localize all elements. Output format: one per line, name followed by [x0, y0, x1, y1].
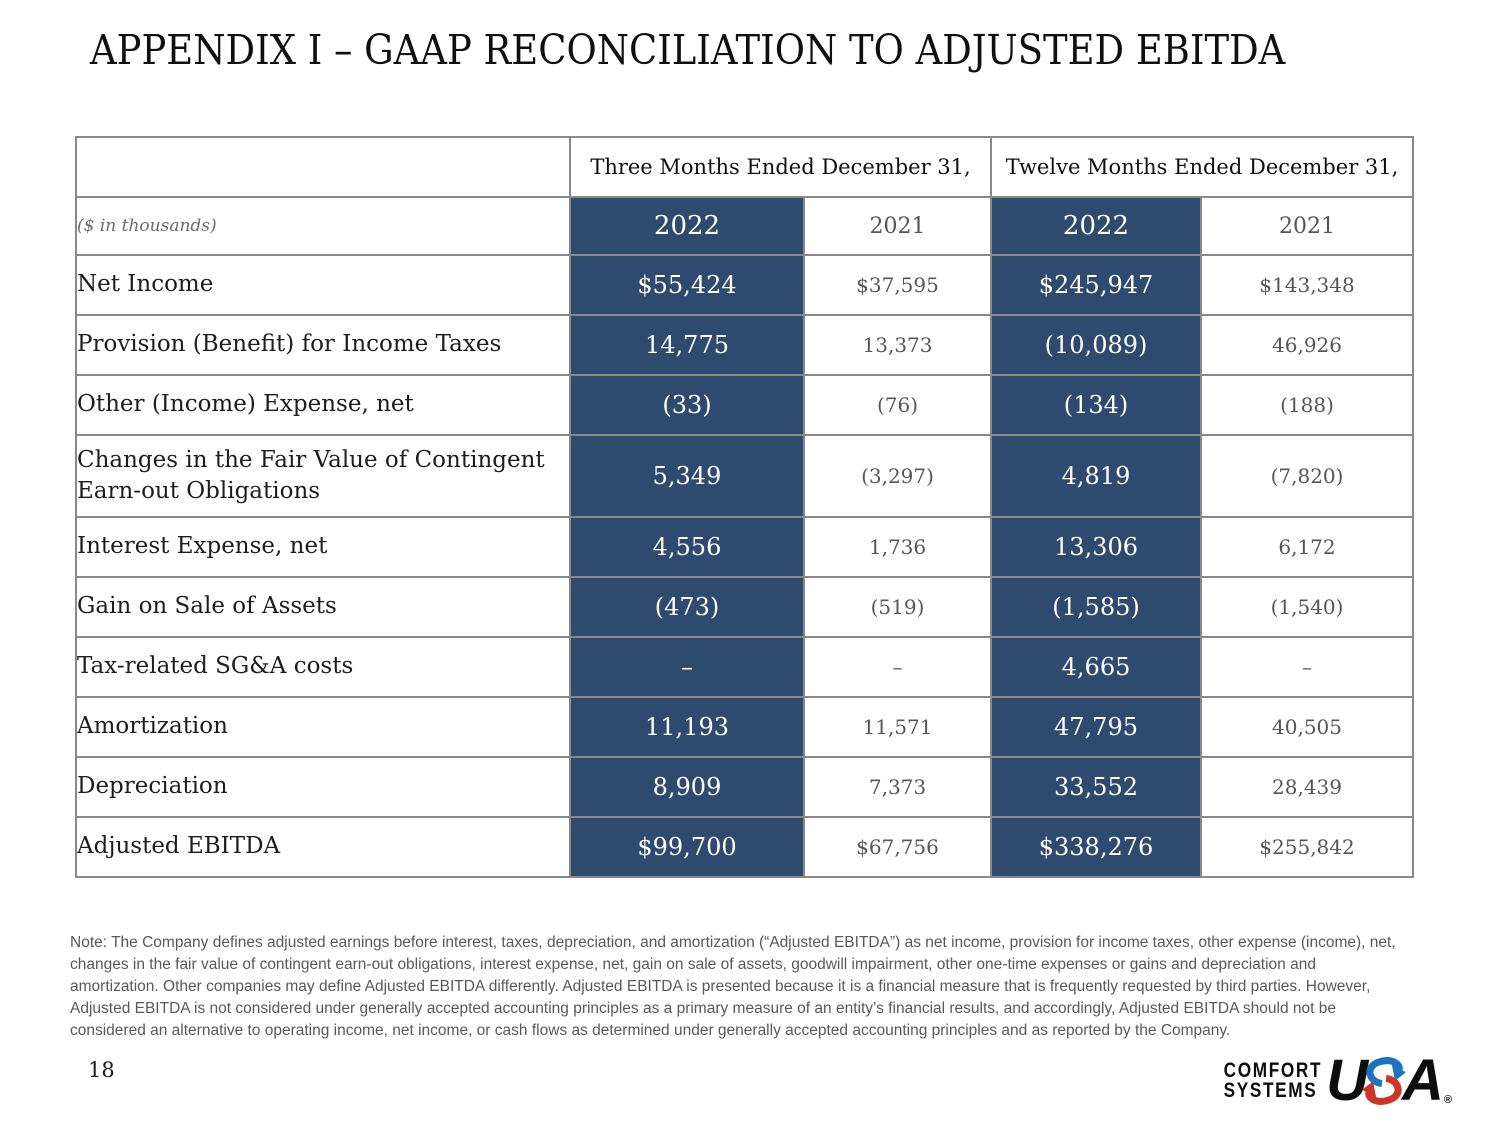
group-header-three-months: Three Months Ended December 31,	[568, 136, 993, 198]
value-cell: (33)	[569, 374, 805, 436]
value-cell: 33,552	[990, 756, 1203, 818]
row-label: Tax-related SG&A costs	[75, 636, 571, 698]
row-label: Changes in the Fair Value of Contingent …	[75, 434, 571, 518]
page-title: APPENDIX I – GAAP RECONCILIATION TO ADJU…	[90, 26, 1286, 74]
page-number: 18	[88, 1058, 115, 1082]
value-cell: 5,349	[569, 434, 805, 518]
value-cell: –	[569, 636, 805, 698]
table-row-gain-on-sale: Gain on Sale of Assets (473) (519) (1,58…	[75, 576, 1415, 638]
empty-corner-cell	[75, 136, 571, 198]
value-cell: –	[1200, 636, 1415, 698]
value-cell: (3,297)	[802, 434, 993, 518]
table-row-tax-sga-costs: Tax-related SG&A costs – – 4,665 –	[75, 636, 1415, 698]
value-cell: $37,595	[802, 254, 993, 316]
gaap-reconciliation-table: Three Months Ended December 31, Twelve M…	[75, 136, 1415, 878]
footnote: Note: The Company defines adjusted earni…	[70, 934, 1396, 1039]
value-cell: 7,373	[802, 756, 993, 818]
row-label: Interest Expense, net	[75, 516, 571, 578]
value-cell: (10,089)	[990, 314, 1203, 376]
value-cell: 6,172	[1200, 516, 1415, 578]
value-cell: 8,909	[569, 756, 805, 818]
logo-usa-a: A	[1402, 1048, 1444, 1113]
row-label: Gain on Sale of Assets	[75, 576, 571, 638]
value-cell: 40,505	[1200, 696, 1415, 758]
value-cell: 13,373	[802, 314, 993, 376]
value-cell: (7,820)	[1200, 434, 1415, 518]
year-header-2022-fy: 2022	[990, 196, 1203, 256]
table-row-other-income-expense: Other (Income) Expense, net (33) (76) (1…	[75, 374, 1415, 436]
value-cell: 14,775	[569, 314, 805, 376]
value-cell: (473)	[569, 576, 805, 638]
registered-trademark-icon: ®	[1443, 1094, 1452, 1106]
value-cell: 28,439	[1200, 756, 1415, 818]
value-cell: (188)	[1200, 374, 1415, 436]
value-cell: –	[802, 636, 993, 698]
comfort-systems-usa-logo: COMFORT SYSTEMS U A ®	[1202, 1048, 1452, 1113]
row-label: Depreciation	[75, 756, 571, 818]
value-cell: $143,348	[1200, 254, 1415, 316]
logo-usa: U A ®	[1326, 1048, 1452, 1113]
row-label: Amortization	[75, 696, 571, 758]
row-label: Other (Income) Expense, net	[75, 374, 571, 436]
table-row-depreciation: Depreciation 8,909 7,373 33,552 28,439	[75, 756, 1415, 818]
value-cell: (519)	[802, 576, 993, 638]
table-row-adjusted-ebitda: Adjusted EBITDA $99,700 $67,756 $338,276…	[75, 816, 1415, 878]
value-cell: (134)	[990, 374, 1203, 436]
logo-word-comfort: COMFORT	[1223, 1059, 1323, 1083]
value-cell: 4,556	[569, 516, 805, 578]
logo-wordmark: COMFORT SYSTEMS	[1223, 1059, 1323, 1102]
value-cell: $245,947	[990, 254, 1203, 316]
value-cell: 4,665	[990, 636, 1203, 698]
table-group-header-row: Three Months Ended December 31, Twelve M…	[75, 136, 1415, 198]
value-cell: $255,842	[1200, 816, 1415, 878]
value-cell: (1,585)	[990, 576, 1203, 638]
value-cell: $99,700	[569, 816, 805, 878]
value-cell: 4,819	[990, 434, 1203, 518]
value-cell: (76)	[802, 374, 993, 436]
row-label: Adjusted EBITDA	[75, 816, 571, 878]
group-header-twelve-months: Twelve Months Ended December 31,	[990, 136, 1415, 198]
value-cell: (1,540)	[1200, 576, 1415, 638]
value-cell: 46,926	[1200, 314, 1415, 376]
row-label: Provision (Benefit) for Income Taxes	[75, 314, 571, 376]
table-row-net-income: Net Income $55,424 $37,595 $245,947 $143…	[75, 254, 1415, 316]
table-year-header-row: ($ in thousands) 2022 2021 2022 2021	[75, 196, 1415, 256]
value-cell: $67,756	[802, 816, 993, 878]
year-header-2022-q4: 2022	[569, 196, 805, 256]
usa-swirl-s-icon	[1359, 1052, 1408, 1110]
logo-usa-u: U	[1326, 1048, 1368, 1113]
table-row-interest-expense: Interest Expense, net 4,556 1,736 13,306…	[75, 516, 1415, 578]
value-cell: $55,424	[569, 254, 805, 316]
table-row-amortization: Amortization 11,193 11,571 47,795 40,505	[75, 696, 1415, 758]
value-cell: 13,306	[990, 516, 1203, 578]
value-cell: 11,571	[802, 696, 993, 758]
year-header-2021-fy: 2021	[1200, 196, 1415, 256]
year-header-2021-q4: 2021	[802, 196, 993, 256]
value-cell: 47,795	[990, 696, 1203, 758]
table-row-earnout-changes: Changes in the Fair Value of Contingent …	[75, 434, 1415, 518]
units-label: ($ in thousands)	[75, 196, 571, 256]
table-row-provision-taxes: Provision (Benefit) for Income Taxes 14,…	[75, 314, 1415, 376]
value-cell: 11,193	[569, 696, 805, 758]
value-cell: 1,736	[802, 516, 993, 578]
row-label: Net Income	[75, 254, 571, 316]
value-cell: $338,276	[990, 816, 1203, 878]
logo-word-systems: SYSTEMS	[1223, 1079, 1318, 1102]
